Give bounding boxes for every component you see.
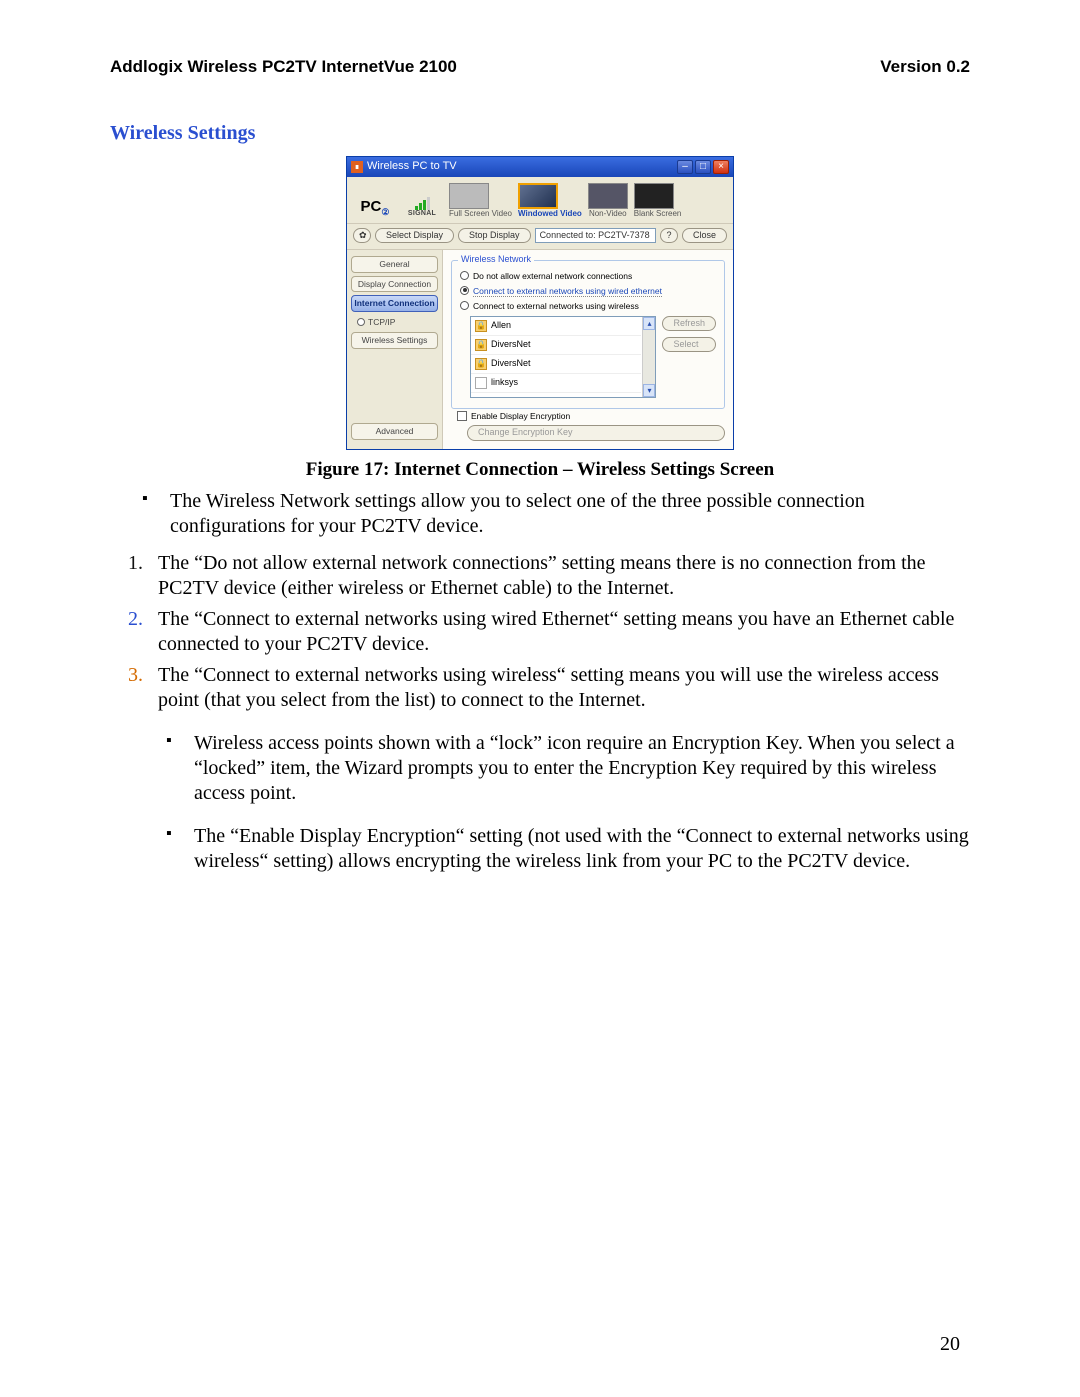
signal-indicator: SIGNAL — [401, 196, 443, 219]
numbered-item: The “Connect to external networks using … — [128, 607, 970, 657]
opt-no-external[interactable]: Do not allow external network connection… — [460, 271, 718, 282]
maximize-button[interactable]: □ — [695, 160, 711, 174]
bullet-item: The Wireless Network settings allow you … — [142, 489, 970, 539]
product-name: Addlogix Wireless PC2TV InternetVue 2100 — [110, 56, 457, 77]
tab-internet-connection[interactable]: Internet Connection — [351, 295, 438, 312]
refresh-button[interactable]: Refresh — [662, 316, 716, 331]
page-header: Addlogix Wireless PC2TV InternetVue 2100… — [110, 56, 970, 77]
mode-blank-button[interactable]: Blank Screen — [634, 183, 682, 218]
wireless-panel: Wireless Network Do not allow external n… — [443, 250, 733, 449]
mode-windowed-button[interactable]: Windowed Video — [518, 183, 582, 218]
section-title: Wireless Settings — [110, 121, 970, 146]
network-list[interactable]: 🔒Allen 🔒DiversNet 🔒DiversNet linksys ▴ ▾ — [470, 316, 656, 398]
indented-bullet-list: Wireless access points shown with a “loc… — [110, 731, 970, 874]
titlebar[interactable]: ∎ Wireless PC to TV – □ × — [347, 157, 733, 177]
close-window-button[interactable]: × — [713, 160, 729, 174]
settings-sidebar: General Display Connection Internet Conn… — [347, 250, 443, 449]
version-label: Version 0.2 — [880, 56, 970, 77]
opt-wired-ethernet[interactable]: Connect to external networks using wired… — [460, 286, 718, 298]
scrollbar[interactable]: ▴ ▾ — [642, 317, 655, 397]
tab-tcpip[interactable]: TCP/IP — [351, 315, 438, 330]
change-encryption-button[interactable]: Change Encryption Key — [467, 425, 725, 440]
network-item: 🔒DiversNet — [471, 336, 641, 355]
encryption-check-label: Enable Display Encryption — [471, 411, 570, 422]
window-title: Wireless PC to TV — [367, 160, 677, 174]
mode-fullscreen-label: Full Screen Video — [449, 210, 512, 218]
tab-general[interactable]: General — [351, 256, 438, 273]
lock-icon: 🔒 — [475, 320, 487, 332]
lock-icon: 🔒 — [475, 339, 487, 351]
gear-button[interactable]: ✿ — [353, 228, 371, 243]
action-row: ✿ Select Display Stop Display Connected … — [347, 224, 733, 250]
mode-toolbar: PC② SIGNAL Full Screen Video Windowed Vi… — [347, 177, 733, 223]
mode-blank-label: Blank Screen — [634, 210, 682, 218]
network-item: linksys — [471, 374, 641, 393]
page-number: 20 — [940, 1332, 960, 1357]
signal-label: SIGNAL — [401, 210, 443, 219]
app-icon: ∎ — [351, 161, 363, 173]
mode-fullscreen-button[interactable]: Full Screen Video — [449, 183, 512, 218]
opt-wireless[interactable]: Connect to external networks using wirel… — [460, 301, 718, 312]
logo-icon: PC② — [355, 198, 395, 218]
help-button[interactable]: ? — [660, 228, 678, 243]
lock-icon: 🔒 — [475, 358, 487, 370]
tab-advanced[interactable]: Advanced — [351, 423, 438, 440]
select-display-button[interactable]: Select Display — [375, 228, 454, 243]
minimize-button[interactable]: – — [677, 160, 693, 174]
numbered-item: The “Do not allow external network conne… — [128, 551, 970, 601]
logo-text: PC — [361, 198, 382, 215]
stop-display-button[interactable]: Stop Display — [458, 228, 531, 243]
wireless-network-group: Wireless Network Do not allow external n… — [451, 260, 725, 409]
numbered-list: The “Do not allow external network conne… — [110, 551, 970, 713]
scroll-down-icon[interactable]: ▾ — [643, 384, 655, 397]
group-legend: Wireless Network — [458, 254, 534, 265]
close-button[interactable]: Close — [682, 228, 727, 243]
scroll-up-icon[interactable]: ▴ — [643, 317, 655, 330]
unlock-icon — [475, 377, 487, 389]
encryption-check-row[interactable]: Enable Display Encryption — [457, 411, 725, 422]
checkbox-icon[interactable] — [457, 411, 467, 421]
mode-windowed-label: Windowed Video — [518, 210, 582, 218]
select-network-button[interactable]: Select — [662, 337, 716, 352]
main-bullet-list: The Wireless Network settings allow you … — [110, 489, 970, 539]
network-item: 🔒Allen — [471, 317, 641, 336]
tab-display-connection[interactable]: Display Connection — [351, 276, 438, 293]
figure-caption: Figure 17: Internet Connection – Wireles… — [110, 458, 970, 482]
mode-nonvideo-button[interactable]: Non-Video — [588, 183, 628, 218]
network-item: 🔒DiversNet — [471, 355, 641, 374]
tab-wireless-settings[interactable]: Wireless Settings — [351, 332, 438, 349]
figure-wrap: ∎ Wireless PC to TV – □ × PC② SIGNAL Ful… — [110, 156, 970, 449]
bullet-item: Wireless access points shown with a “loc… — [166, 731, 970, 806]
numbered-item: The “Connect to external networks using … — [128, 663, 970, 713]
app-window: ∎ Wireless PC to TV – □ × PC② SIGNAL Ful… — [346, 156, 734, 449]
mode-nonvideo-label: Non-Video — [588, 210, 628, 218]
bullet-item: The “Enable Display Encryption“ setting … — [166, 824, 970, 874]
connection-status: Connected to: PC2TV-7378 — [535, 228, 656, 243]
